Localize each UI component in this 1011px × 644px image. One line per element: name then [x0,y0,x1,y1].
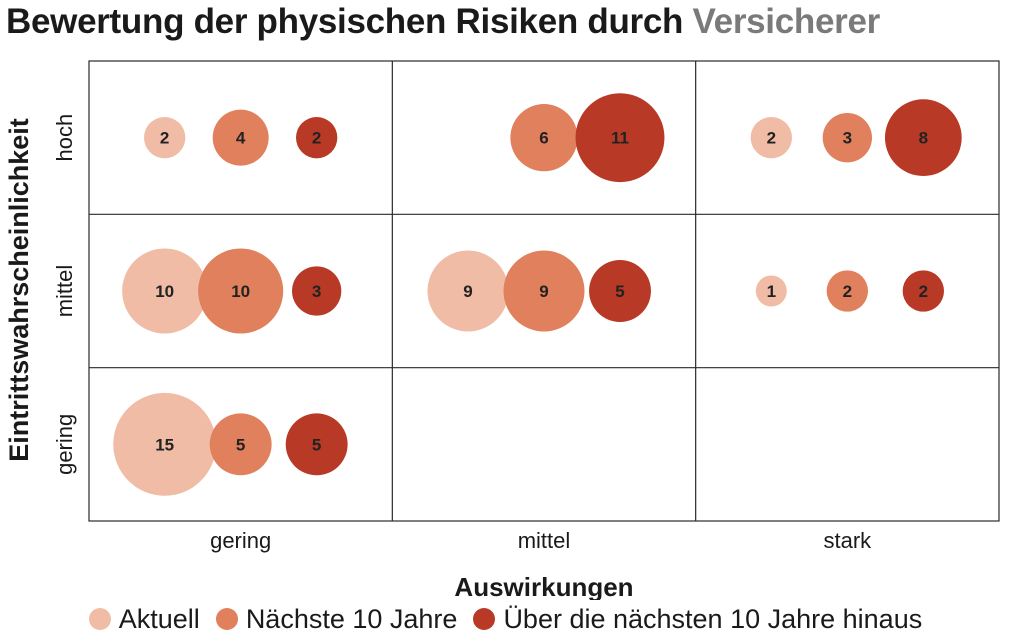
bubble-mittel-gering-s1 [122,248,208,334]
bubble-hoch-stark-s2 [822,113,872,163]
chart-ticks: gering mittel stark hoch mittel gering [52,114,872,553]
y-tick-gering: gering [52,414,77,475]
bubble-label: 11 [611,129,629,148]
legend-item-1: Aktuell [88,604,200,635]
y-axis-label: Eintrittswahrscheinlichkeit [4,118,34,462]
bubble-label: 2 [919,282,928,301]
bubble-label: 10 [155,282,174,301]
bubble-label: 9 [539,282,548,301]
legend-item-2: Nächste 10 Jahre [215,604,458,635]
legend-label: Über die nächsten 10 Jahre hinaus [503,604,923,634]
bubble-mittel-stark-s3 [902,270,945,312]
bubble-label: 2 [160,129,169,148]
bubble-label: 5 [312,435,321,454]
bubble-hoch-gering-s1 [143,116,186,159]
bubble-hoch-gering-s2 [212,109,269,166]
bubble-mittel-gering-s2 [198,248,284,334]
legend-swatch [473,608,496,630]
bubble-label: 5 [236,435,245,454]
legend-label: Nächste 10 Jahre [245,604,458,634]
x-axis-label: Auswirkungen [454,572,633,600]
bubble-label: 3 [843,129,852,148]
legend-item-3: Über die nächsten 10 Jahre hinaus [473,604,922,635]
legend-label: Aktuell [118,604,200,634]
chart-title: Bewertung der physischen Risiken durch V… [6,2,880,42]
legend-swatch [215,608,238,630]
bubble-label: 1 [767,282,776,301]
chart-legend: Aktuell Nächste 10 Jahre Über die nächsten… [0,604,1011,635]
bubble-mittel-mittel-s1 [427,250,509,332]
bubble-label: 5 [615,282,624,301]
bubble-gering-gering-s1 [113,392,217,496]
bubble-label: 6 [539,129,548,148]
chart-title-accent: Versicherer [692,2,881,41]
chart-grid [88,60,1000,522]
x-tick-stark: stark [823,528,872,553]
x-tick-gering: gering [210,528,271,553]
bubble-label: 8 [919,129,928,148]
bubble-label: 10 [231,282,250,301]
bubble-mittel-gering-s3 [292,266,342,316]
bubble-mittel-mittel-s3 [589,260,651,322]
bubble-chart: 2 4 2 6 11 2 3 8 10 10 3 9 9 5 1 2 2 15 5 5 gering mittel sta… [4,60,1000,600]
bubble-label: 9 [463,282,472,301]
bubble-label: 2 [843,282,852,301]
bubble-label: 3 [312,282,321,301]
bubble-mittel-mittel-s2 [503,250,585,332]
bubble-label: 2 [312,129,321,148]
y-tick-hoch: hoch [52,114,77,162]
grid-frame [88,60,1000,522]
bubble-hoch-mittel-s2 [510,104,578,172]
x-tick-mittel: mittel [518,528,571,553]
bubble-hoch-gering-s3 [295,116,338,159]
bubble-mittel-stark-s2 [826,270,869,312]
bubble-gering-gering-s2 [209,413,272,476]
bubble-mittel-stark-s1 [755,275,787,307]
chart-title-main: Bewertung der physischen Risiken durch [6,2,684,41]
bubble-label: 4 [236,129,246,148]
bubble-label: 2 [767,129,776,148]
bubble-label: 15 [155,435,174,454]
chart-bubbles: 2 4 2 6 11 2 3 8 10 10 3 9 9 5 1 2 2 15 5 5 [113,93,962,496]
bubble-hoch-mittel-s3 [575,93,665,183]
legend-swatch [88,608,111,630]
bubble-hoch-stark-s1 [750,116,793,159]
y-tick-mittel: mittel [52,265,77,318]
bubble-hoch-stark-s3 [884,99,962,177]
bubble-gering-gering-s3 [285,413,348,476]
